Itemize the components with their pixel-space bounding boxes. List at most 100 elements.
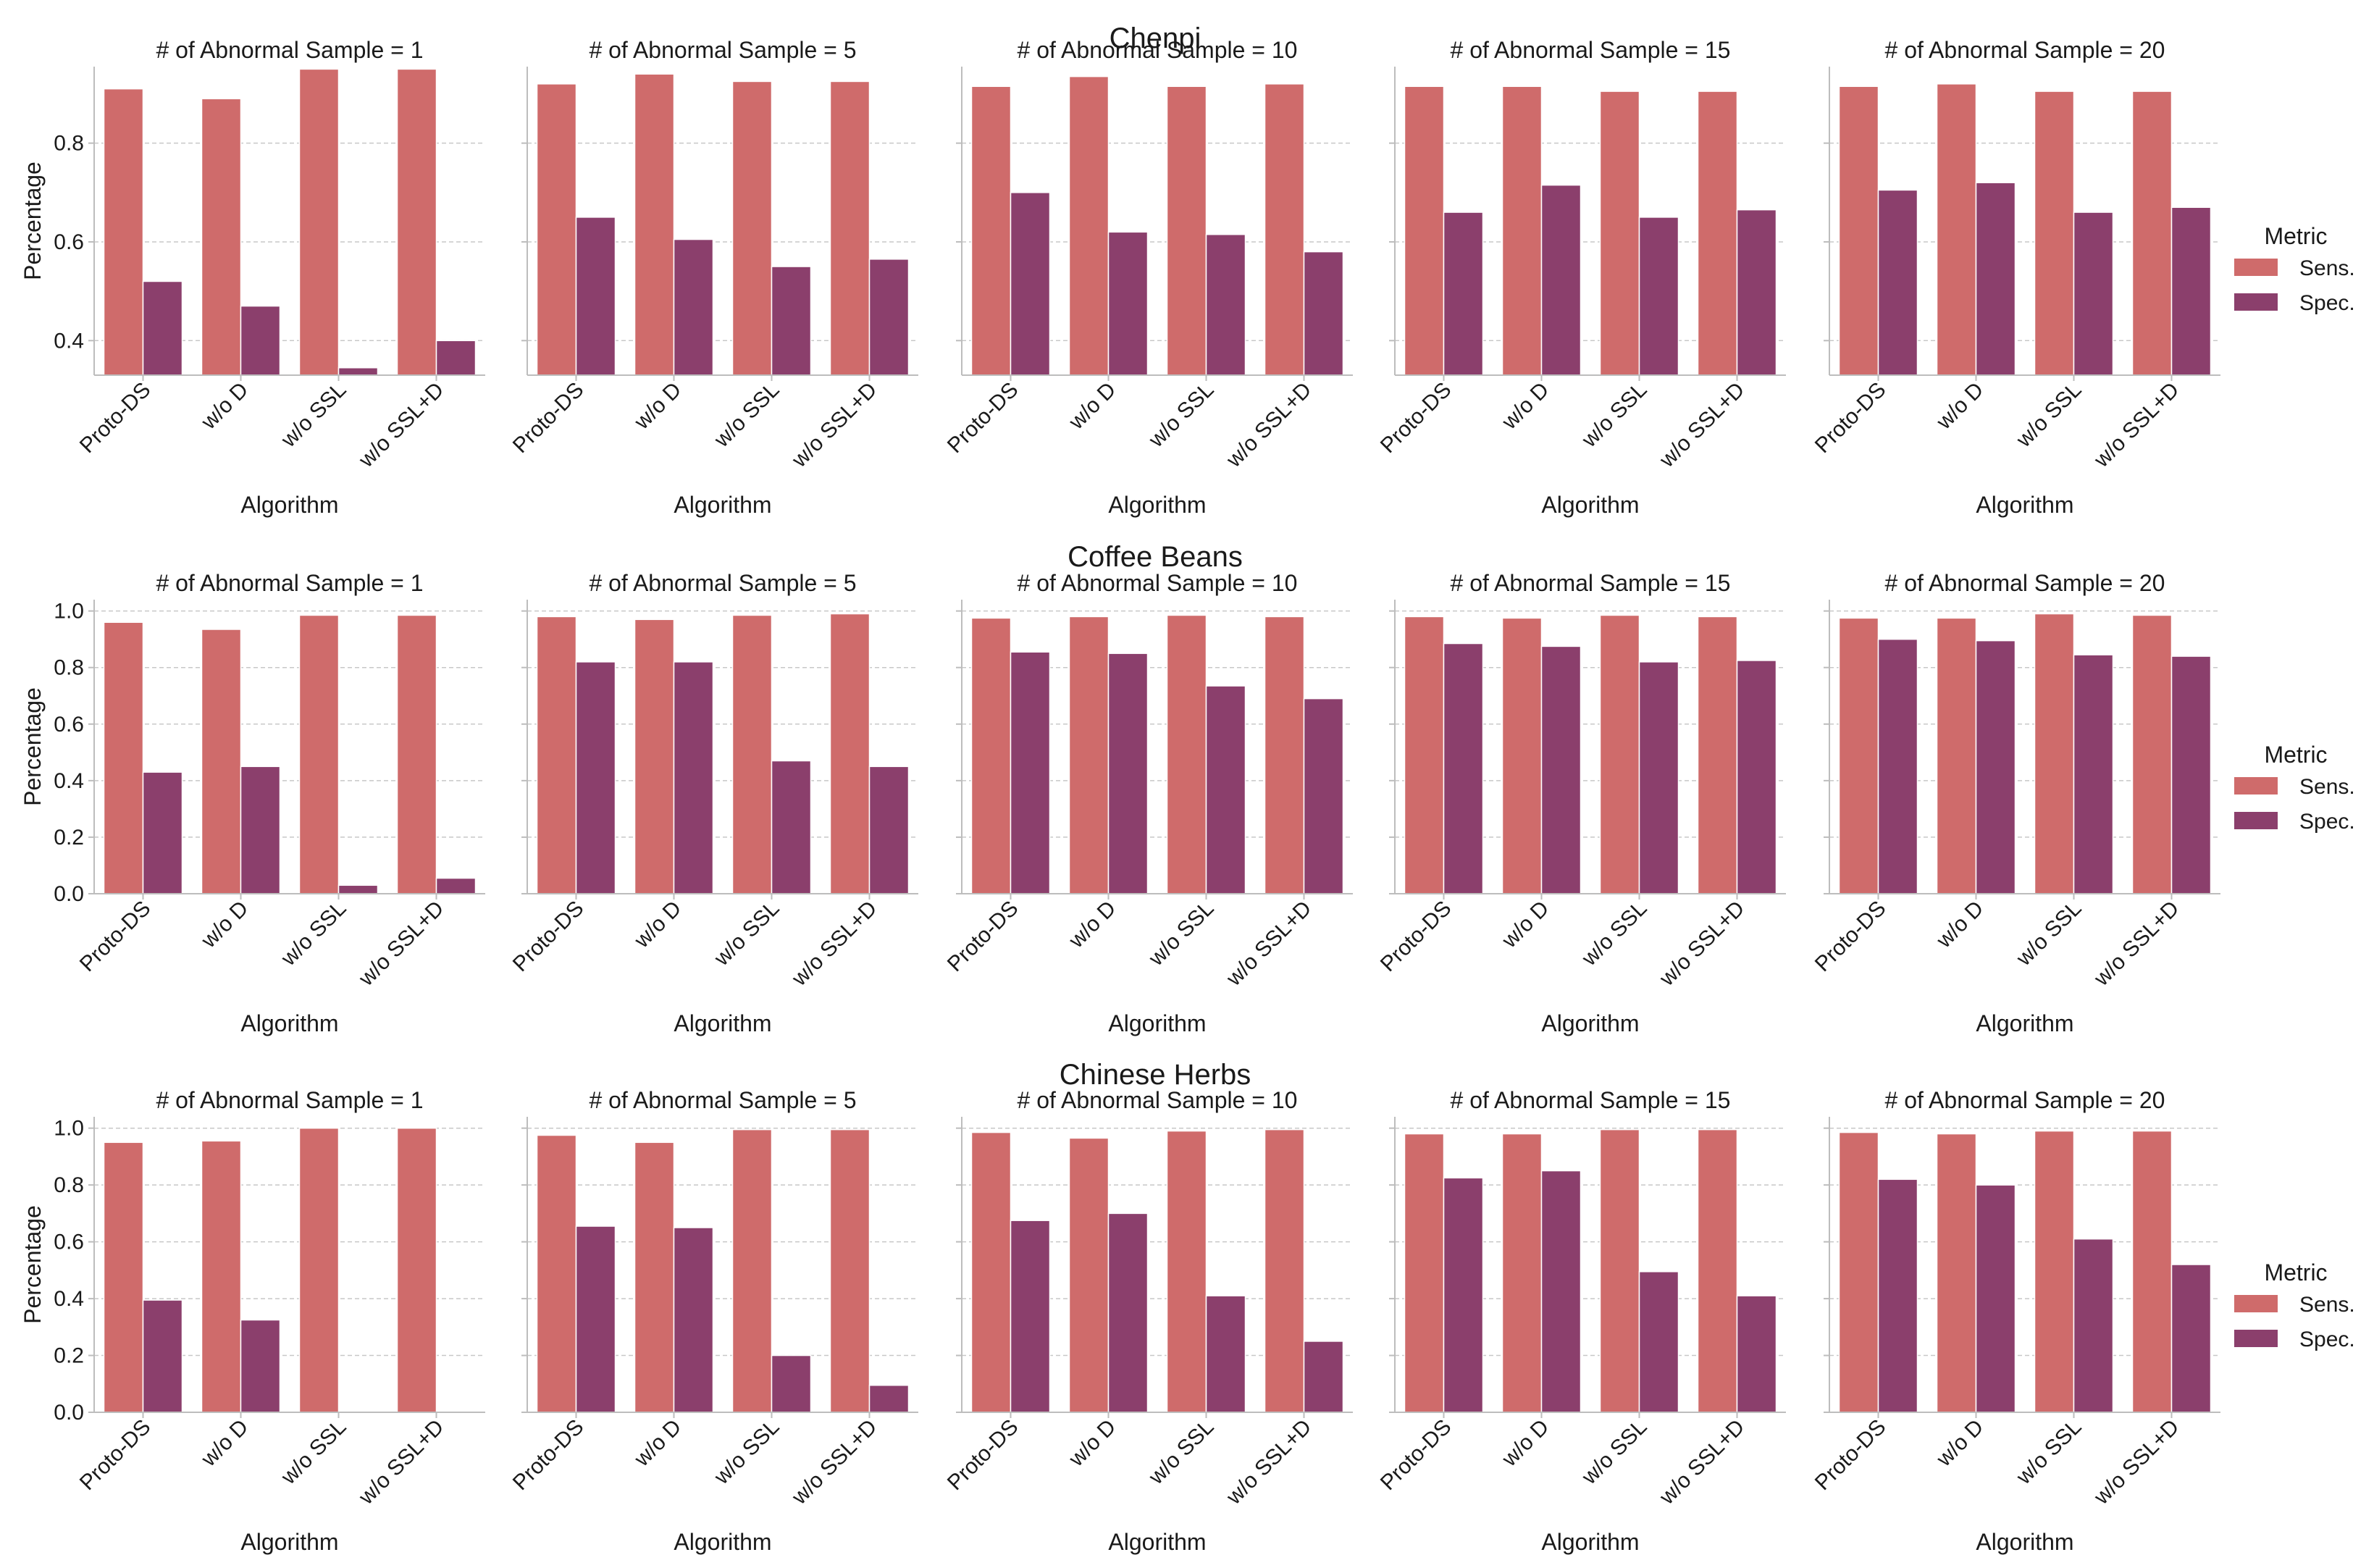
legend-label-sens: Sens.	[2299, 1293, 2355, 1317]
chart-panel: # of Abnormal Sample = 5 Proto-DS w/o D w/o…	[508, 570, 918, 1036]
bar-sens	[396, 614, 437, 894]
legend-label-sens: Sens.	[2299, 775, 2355, 799]
legend-label-spec: Spec.	[2299, 291, 2355, 315]
x-tick-label: w/o D	[1932, 897, 1988, 953]
bar-sens	[2131, 614, 2173, 894]
legend: Metric Sens. Spec.	[2234, 223, 2355, 315]
bar-sens	[731, 80, 773, 376]
x-tick-label: w/o SSL+D	[1222, 897, 1317, 991]
bar-spec	[1540, 184, 1582, 376]
y-tick-label: 0.0	[54, 1401, 84, 1425]
y-tick-label: 0.6	[54, 1230, 84, 1254]
bar-sens	[1838, 85, 1879, 376]
bar-sens	[1404, 1133, 1445, 1413]
chart-panel: # of Abnormal Sample = 10 Proto-DS w/o D w/…	[943, 570, 1353, 1036]
bar-sens	[1264, 1128, 1305, 1413]
x-axis-label: Algorithm	[240, 1529, 338, 1555]
group-title: Chenpi	[1110, 22, 1201, 54]
panel-title: # of Abnormal Sample = 5	[589, 37, 856, 63]
y-tick-label: 0.8	[54, 1173, 84, 1197]
x-tick-label: w/o D	[196, 897, 253, 953]
x-tick-label: w/o SSL	[276, 378, 351, 453]
bar-spec	[673, 238, 714, 376]
x-tick-label: w/o SSL	[1144, 897, 1218, 971]
panel-title: # of Abnormal Sample = 20	[1885, 1087, 2165, 1113]
x-axis-label: Algorithm	[1108, 1529, 1206, 1555]
bar-sens	[970, 85, 1012, 376]
bar-sens	[201, 98, 242, 376]
x-tick-label: w/o SSL+D	[2089, 897, 2184, 991]
y-tick-label: 0.6	[54, 713, 84, 737]
bar-spec	[575, 661, 616, 894]
legend-swatch-spec	[2234, 1330, 2278, 1347]
x-axis-label: Algorithm	[1108, 1010, 1206, 1036]
x-tick-label: w/o SSL+D	[354, 1415, 449, 1510]
x-tick-label: w/o D	[1064, 378, 1120, 435]
x-axis-label: Algorithm	[240, 492, 338, 518]
bar-sens	[1838, 1131, 1879, 1413]
bar-spec	[1638, 1271, 1679, 1413]
bar-sens	[103, 621, 144, 894]
chart-panel: # of Abnormal Sample = 1 0.4 0.6 0.8 Proto-D…	[20, 37, 485, 518]
x-tick-label: Proto-DS	[1811, 1415, 1891, 1496]
bar-sens	[1068, 1137, 1110, 1413]
x-tick-label: Proto-DS	[943, 378, 1023, 458]
bar-spec	[1303, 251, 1344, 376]
x-tick-label: w/o SSL+D	[2089, 378, 2184, 473]
legend-label-spec: Spec.	[2299, 810, 2355, 834]
x-tick-label: Proto-DS	[75, 897, 156, 977]
bar-sens	[396, 68, 437, 376]
bar-sens	[1599, 1128, 1640, 1413]
x-axis-label: Algorithm	[674, 492, 771, 518]
x-tick-label: w/o SSL	[2011, 1415, 2086, 1490]
bar-sens	[731, 614, 773, 894]
x-tick-label: w/o SSL	[276, 897, 351, 971]
y-tick-label: 0.8	[54, 132, 84, 156]
panel-title: # of Abnormal Sample = 10	[1018, 570, 1298, 596]
x-tick-label: w/o D	[1497, 1415, 1553, 1472]
bar-sens	[536, 83, 577, 376]
x-axis-label: Algorithm	[674, 1010, 771, 1036]
y-tick-label: 0.0	[54, 882, 84, 906]
x-tick-label: Proto-DS	[1811, 897, 1891, 977]
bar-sens	[1166, 85, 1207, 376]
bar-sens	[1697, 1128, 1738, 1413]
panel-title: # of Abnormal Sample = 15	[1451, 570, 1731, 596]
bar-sens	[298, 1127, 340, 1413]
panel-title: # of Abnormal Sample = 15	[1451, 37, 1731, 63]
x-tick-label: Proto-DS	[943, 897, 1023, 977]
bar-sens	[1068, 75, 1110, 376]
x-tick-label: w/o SSL+D	[354, 897, 449, 991]
bar-spec	[1877, 189, 1918, 376]
bar-sens	[970, 617, 1012, 894]
x-axis-label: Algorithm	[240, 1010, 338, 1036]
bar-sens	[2131, 91, 2173, 376]
bar-sens	[1166, 614, 1207, 894]
y-axis-label: Percentage	[20, 1205, 46, 1324]
bar-spec	[1975, 1184, 2016, 1413]
bar-spec	[2073, 1238, 2114, 1413]
x-axis-label: Algorithm	[1976, 1529, 2073, 1555]
x-tick-label: w/o SSL+D	[787, 897, 882, 991]
chart-panel: # of Abnormal Sample = 10 Proto-DS w/o D w/…	[943, 1087, 1353, 1555]
bar-sens	[1697, 616, 1738, 894]
bar-spec	[2170, 655, 2212, 894]
bar-spec	[1443, 642, 1484, 894]
bar-sens	[1501, 85, 1543, 376]
x-tick-label: w/o SSL+D	[1655, 378, 1750, 473]
y-tick-label: 0.2	[54, 826, 84, 850]
legend-swatch-spec	[2234, 812, 2278, 829]
bar-spec	[868, 259, 910, 376]
bar-sens	[201, 1140, 242, 1413]
bar-sens	[298, 614, 340, 894]
x-tick-label: w/o SSL	[1577, 378, 1651, 453]
bar-sens	[1404, 85, 1445, 376]
bar-spec	[771, 1354, 812, 1413]
bar-sens	[1936, 1133, 1977, 1413]
x-tick-label: Proto-DS	[75, 1415, 156, 1496]
panel-title: # of Abnormal Sample = 10	[1018, 1087, 1298, 1113]
chart-panel: # of Abnormal Sample = 20 Proto-DS w/o D w/…	[1811, 37, 2220, 518]
bar-spec	[142, 771, 183, 894]
x-tick-label: w/o SSL	[2011, 378, 2086, 453]
x-tick-label: w/o D	[1932, 1415, 1988, 1472]
